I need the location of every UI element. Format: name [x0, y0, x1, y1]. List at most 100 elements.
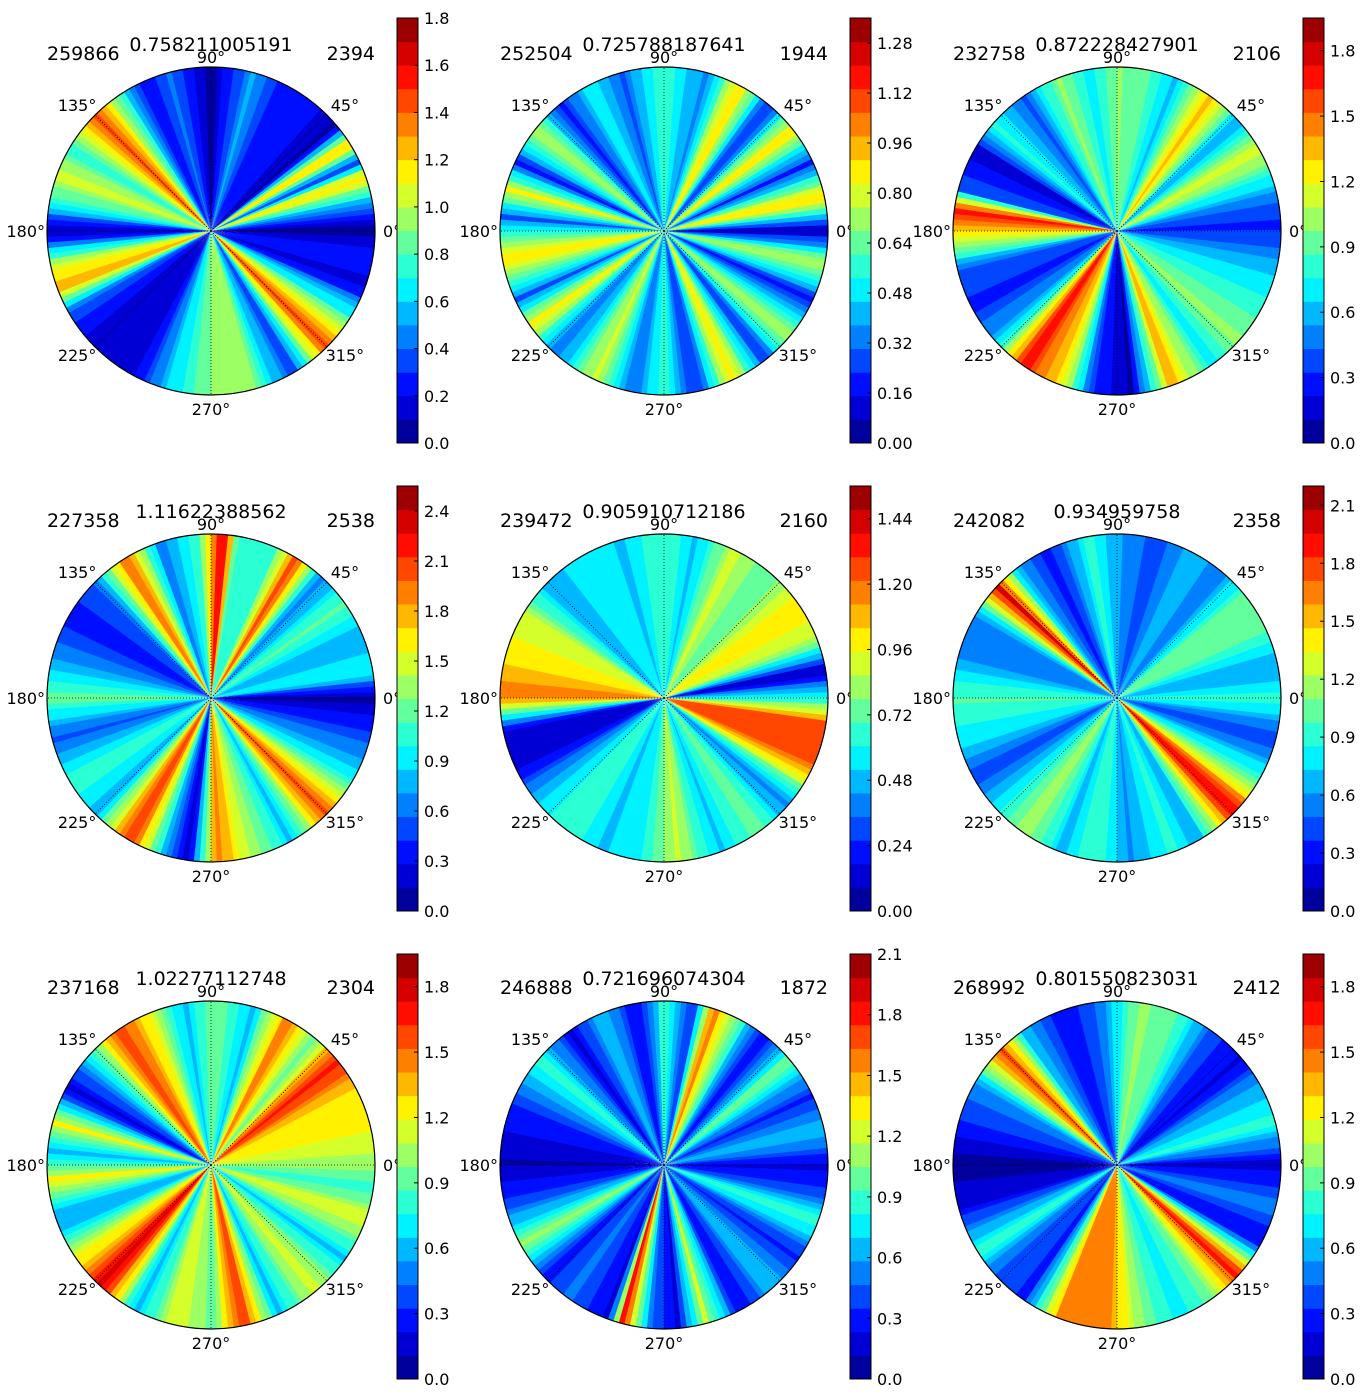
- wedge: [587, 1165, 664, 1313]
- wedge: [664, 1165, 737, 1315]
- wedge: [506, 1114, 664, 1165]
- subplot-title: 0.872228427901: [1035, 34, 1198, 56]
- wedge: [1088, 231, 1117, 394]
- colorbar-segment: [850, 509, 871, 534]
- wedge: [105, 231, 211, 361]
- wedge: [1066, 1165, 1117, 1323]
- wedge: [664, 541, 721, 698]
- wedge: [545, 1047, 664, 1165]
- wedge: [1077, 231, 1117, 392]
- wedge: [966, 626, 1117, 698]
- wedge: [977, 139, 1117, 231]
- wedge: [211, 1031, 312, 1165]
- polar-frame: [46, 533, 376, 863]
- radial-gridline: [547, 581, 665, 699]
- wedge: [1117, 1165, 1274, 1222]
- angle-label: 135°: [58, 563, 97, 582]
- subplot-title: 0.934959758: [1054, 501, 1181, 523]
- radial-gridline: [547, 1048, 665, 1166]
- right-corner-label: 2538: [327, 510, 375, 532]
- left-corner-label: 239472: [500, 510, 573, 532]
- wedge: [516, 1088, 664, 1165]
- wedge: [664, 534, 676, 698]
- angle-label: 135°: [511, 1030, 550, 1049]
- wedge: [664, 698, 812, 775]
- wedge: [1044, 81, 1117, 232]
- wedge: [211, 550, 288, 698]
- colorbar-segment: [397, 1355, 418, 1380]
- wedge: [160, 231, 211, 389]
- angle-label: 90°: [650, 515, 678, 534]
- colorbar-segment: [1303, 1024, 1324, 1049]
- wedge: [567, 698, 664, 835]
- radial-gridline: [210, 114, 328, 232]
- wedge: [664, 120, 790, 231]
- angle-label: 270°: [645, 1334, 684, 1353]
- wedge: [646, 1165, 664, 1329]
- wedge: [1117, 129, 1250, 231]
- wedge: [991, 231, 1117, 342]
- colorbar-frame: [849, 953, 872, 1380]
- angle-label: 45°: [784, 563, 812, 582]
- wedge: [100, 572, 211, 698]
- wedge: [664, 698, 828, 716]
- wedge: [114, 1165, 211, 1302]
- wedge: [58, 164, 211, 231]
- wedge: [211, 571, 321, 698]
- radial-gridline: [663, 1048, 781, 1166]
- wedge: [567, 231, 664, 368]
- wedge: [211, 120, 337, 231]
- colorbar-segment: [397, 954, 418, 979]
- wedge: [542, 698, 664, 813]
- wedge: [1117, 1001, 1135, 1165]
- colorbar: 0.00.30.60.91.21.51.82.1: [1302, 485, 1355, 921]
- angle-label: 90°: [197, 515, 225, 534]
- wedge: [93, 698, 211, 817]
- wedge: [664, 231, 817, 298]
- radial-gridline: [94, 230, 212, 348]
- wedge: [211, 1165, 354, 1252]
- wedge: [602, 231, 664, 386]
- angle-label: 270°: [645, 400, 684, 419]
- wedge: [56, 1103, 211, 1165]
- wedge: [511, 164, 664, 231]
- colorbar-tick-label: 1.5: [877, 1066, 902, 1085]
- colorbar-tick-label: 0.0: [1330, 902, 1355, 921]
- wedge: [664, 231, 801, 328]
- angle-label: 45°: [331, 563, 359, 582]
- colorbar-segment: [850, 136, 871, 161]
- wedge: [581, 86, 664, 231]
- wedge: [664, 1001, 687, 1165]
- colorbar-frame: [849, 17, 872, 444]
- wedge: [513, 159, 664, 231]
- wedge: [211, 231, 326, 353]
- wedge: [518, 616, 664, 698]
- wedge: [1117, 101, 1223, 231]
- wedge: [652, 1165, 664, 1329]
- colorbar-segment: [397, 698, 418, 723]
- subplot-title: 1.11622388562: [135, 501, 286, 523]
- subplot-title: 0.758211005191: [129, 34, 292, 56]
- colorbar-segment: [850, 395, 871, 420]
- wedge: [664, 231, 824, 277]
- colorbar-segment: [397, 206, 418, 231]
- wedge: [607, 698, 664, 855]
- colorbar-segment: [1303, 745, 1324, 770]
- radial-gridline: [547, 697, 665, 815]
- wedge: [1117, 1017, 1194, 1165]
- wedge: [1117, 698, 1200, 843]
- colorbar-segment: [850, 419, 871, 444]
- wedge: [602, 698, 664, 853]
- wedge: [1117, 698, 1240, 812]
- wedge: [664, 561, 761, 698]
- colorbar: 0.00.30.60.91.21.51.8: [396, 953, 449, 1389]
- wedge: [211, 231, 309, 367]
- colorbar-tick-label: 0.8: [424, 245, 449, 264]
- wedge: [193, 698, 211, 862]
- wedge: [664, 231, 742, 379]
- wedge: [664, 534, 682, 698]
- colorbar-tick-label: 0.6: [1330, 1239, 1355, 1258]
- colorbar-segment: [850, 1048, 871, 1073]
- wedge: [537, 1055, 664, 1165]
- wedge: [1117, 231, 1281, 249]
